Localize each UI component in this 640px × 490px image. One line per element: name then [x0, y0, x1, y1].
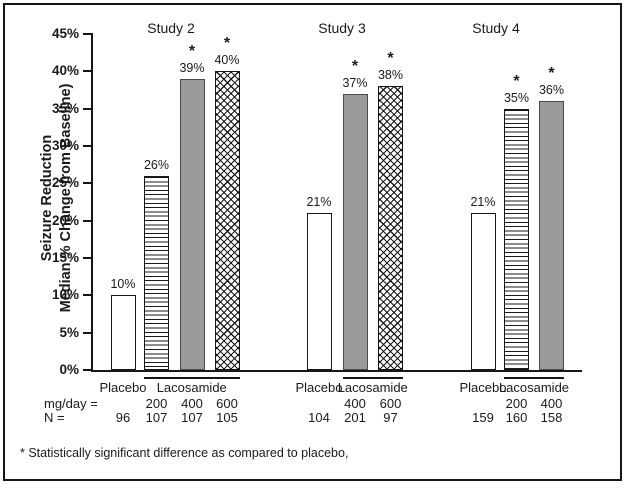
bar-study4-400mg	[539, 101, 564, 370]
y-tick-mark	[83, 107, 91, 110]
y-axis-line	[91, 33, 93, 371]
dose-value: 200	[145, 396, 168, 411]
n-value: 104	[308, 410, 330, 425]
bar-study2-200mg	[144, 175, 169, 370]
dose-value: 400	[344, 396, 366, 411]
y-tick-mark	[83, 294, 91, 297]
y-tick-label: 45%	[51, 26, 79, 41]
significance-footnote: * Statistically significant difference a…	[20, 446, 349, 460]
significance-asterisk: *	[513, 72, 520, 90]
figure-border	[3, 3, 622, 481]
y-tick-mark	[83, 145, 91, 147]
placebo-label: Placebo	[99, 380, 147, 395]
significance-asterisk: *	[548, 65, 555, 83]
y-tick-label: 20%	[51, 212, 79, 228]
y-tick-mark	[83, 369, 91, 371]
n-value: 159	[472, 410, 494, 425]
n-value: 96	[115, 410, 131, 425]
n-value: 107	[181, 410, 203, 425]
drug-group-underline	[342, 377, 403, 379]
significance-asterisk: *	[387, 50, 394, 68]
drug-label: Lacosamide	[498, 380, 570, 395]
y-tick-label: 25%	[51, 175, 79, 191]
n-value: 97	[383, 410, 398, 425]
bar-study4-placebo	[470, 213, 496, 370]
placebo-label: Placebo	[459, 380, 507, 395]
bar-value-label: 40%	[214, 53, 240, 68]
significance-asterisk: *	[188, 42, 196, 60]
dose-row-label: mg/day =	[44, 396, 98, 411]
significance-asterisk: *	[351, 57, 359, 75]
y-tick-label: 35%	[51, 100, 79, 116]
y-tick-label: 40%	[51, 63, 79, 79]
bar-study3-placebo	[306, 213, 332, 370]
y-tick-label: 5%	[59, 324, 79, 340]
bar-study4-200mg	[504, 108, 529, 370]
n-value: 160	[505, 410, 528, 425]
y-tick-mark	[83, 219, 91, 222]
bar-value-label: 10%	[110, 277, 136, 292]
drug-group-underline	[144, 377, 240, 379]
drug-group-underline	[504, 377, 564, 379]
y-tick-label: 15%	[51, 250, 79, 265]
dose-value: 200	[505, 396, 528, 411]
n-value: 201	[344, 410, 366, 425]
bar-value-label: 35%	[503, 90, 530, 105]
drug-label: Lacosamide	[337, 380, 408, 395]
y-tick-label: 0%	[59, 362, 79, 377]
n-value: 107	[145, 410, 168, 425]
bar-value-label: 38%	[377, 68, 404, 83]
dose-value: 600	[216, 396, 238, 411]
y-tick-label: 10%	[51, 287, 79, 303]
bar-study3-600mg	[378, 86, 403, 370]
y-tick-mark	[83, 331, 91, 334]
n-row-label: N =	[44, 410, 65, 425]
bar-value-label: 26%	[143, 157, 170, 172]
bar-value-label: 21%	[306, 195, 332, 210]
significance-asterisk: *	[223, 35, 231, 53]
drug-label: Lacosamide	[156, 380, 227, 395]
bar-study2-400mg	[179, 78, 205, 370]
dose-value: 400	[181, 396, 203, 411]
bar-study3-400mg	[342, 93, 368, 370]
x-axis-line	[91, 370, 582, 372]
dose-value: 400	[540, 396, 563, 411]
y-tick-mark	[83, 257, 91, 259]
n-value: 158	[540, 410, 563, 425]
y-tick-mark	[83, 70, 91, 73]
bar-value-label: 21%	[470, 195, 496, 210]
bar-value-label: 36%	[538, 83, 565, 98]
n-value: 105	[216, 410, 238, 425]
bar-value-label: 39%	[179, 60, 205, 75]
study-title: Study 2	[147, 20, 195, 36]
y-tick-mark	[83, 182, 91, 185]
y-tick-mark	[83, 33, 91, 35]
bar-study2-placebo	[110, 295, 136, 370]
placebo-label: Placebo	[295, 380, 343, 395]
y-tick-label: 30%	[51, 138, 79, 153]
study-title: Study 3	[318, 20, 366, 36]
dose-value: 600	[379, 396, 402, 411]
study-title: Study 4	[472, 20, 520, 36]
bar-study2-600mg	[214, 71, 240, 370]
bar-value-label: 37%	[342, 75, 368, 90]
